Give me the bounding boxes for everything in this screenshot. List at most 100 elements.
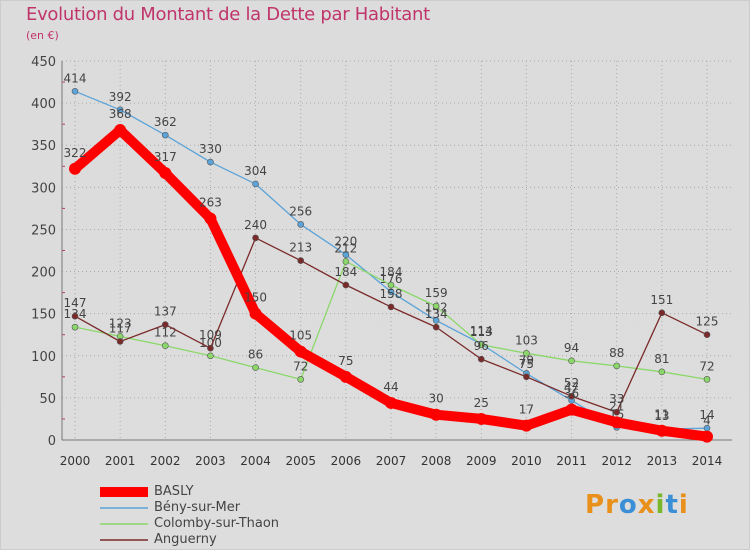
data-point [71, 88, 79, 95]
data-point [339, 370, 352, 383]
x-tick-label: 2004 [240, 454, 271, 468]
data-label: 147 [64, 296, 87, 310]
data-label: 86 [248, 348, 263, 362]
data-point [252, 180, 259, 188]
data-point [342, 281, 350, 289]
data-label: 150 [244, 291, 267, 305]
data-label: 105 [289, 329, 312, 343]
data-point [204, 212, 217, 225]
data-point [523, 349, 530, 357]
legend-label-basly: BASLY [154, 484, 194, 499]
data-point [703, 331, 711, 339]
x-tick-label: 2005 [285, 454, 316, 468]
data-point [658, 309, 666, 317]
data-point [613, 362, 621, 370]
legend-swatch-anguerny [100, 539, 148, 541]
y-tick-label: 300 [31, 181, 56, 196]
data-label: 4 [703, 414, 711, 428]
data-point [297, 221, 305, 228]
legend-item-beny-sur-mer: Bény-sur-Mer [100, 500, 279, 516]
data-point [520, 419, 533, 432]
data-point [655, 424, 668, 437]
data-label: 100 [199, 336, 222, 350]
data-label: 36 [564, 387, 579, 401]
data-label: 30 [429, 392, 444, 406]
data-point [116, 106, 124, 114]
x-tick-label: 2003 [195, 454, 226, 468]
data-label: 52 [564, 376, 579, 390]
y-tick-label: 400 [31, 97, 56, 112]
data-point [249, 307, 262, 320]
data-point [387, 281, 395, 289]
legend-item-basly: BASLY [100, 484, 279, 500]
data-label: 362 [154, 115, 177, 129]
logo-letter: x [637, 490, 656, 520]
data-label: 263 [199, 195, 222, 209]
data-point [294, 345, 307, 358]
y-tick-label: 150 [31, 308, 56, 323]
x-tick-label: 2013 [647, 454, 678, 468]
data-label: 304 [244, 164, 267, 178]
data-label: 47 [564, 380, 579, 394]
data-point [116, 338, 124, 345]
data-label: 123 [109, 316, 132, 330]
logo-letter: o [618, 490, 638, 520]
data-point [207, 352, 214, 360]
data-label: 317 [154, 150, 177, 164]
data-point [432, 317, 440, 324]
data-point [387, 288, 395, 296]
data-label: 137 [154, 305, 177, 319]
data-label: 158 [380, 287, 403, 301]
data-point [207, 344, 214, 352]
data-point [610, 416, 623, 429]
x-tick-label: 2014 [692, 454, 723, 468]
data-label: 17 [519, 403, 534, 417]
y-tick-label: 50 [39, 392, 56, 407]
data-label: 256 [289, 204, 312, 218]
x-tick-label: 2001 [105, 454, 136, 468]
data-label: 109 [199, 328, 222, 342]
data-label: 112 [154, 326, 177, 340]
data-label: 81 [654, 352, 669, 366]
data-label: 94 [564, 341, 579, 355]
x-tick-label: 2010 [511, 454, 542, 468]
data-label: 220 [334, 235, 357, 249]
data-label: 75 [338, 354, 353, 368]
x-tick-label: 2007 [376, 454, 407, 468]
data-point [161, 131, 169, 139]
legend-label-beny-sur-mer: Bény-sur-Mer [154, 500, 241, 515]
data-label: 184 [380, 265, 403, 279]
data-label: 134 [425, 307, 448, 321]
data-point [568, 357, 575, 365]
x-tick-label: 2008 [421, 454, 452, 468]
data-point [114, 124, 127, 137]
data-label: 125 [696, 315, 719, 329]
data-label: 213 [289, 241, 312, 255]
data-label: 117 [109, 321, 132, 335]
x-tick-label: 2011 [556, 454, 587, 468]
data-label: 96 [474, 339, 489, 353]
data-point [568, 392, 575, 400]
y-tick-label: 200 [31, 266, 56, 281]
x-tick-label: 2009 [466, 454, 497, 468]
data-point [297, 376, 305, 383]
data-point [701, 430, 713, 443]
data-point [385, 396, 397, 409]
legend-swatch-colomby-sur-thaon [100, 523, 148, 525]
legend-label-anguerny: Anguerny [154, 532, 217, 547]
data-label: 240 [244, 218, 267, 232]
legend: BASLY Bény-sur-Mer Colomby-sur-Thaon Ang… [100, 484, 279, 548]
data-point [252, 234, 259, 242]
y-unit-label: (en €) [26, 29, 59, 42]
data-point [69, 162, 81, 175]
data-point [159, 167, 172, 180]
data-label: 212 [334, 241, 357, 255]
data-point [342, 258, 350, 265]
data-label: 330 [199, 142, 222, 156]
data-point [565, 403, 578, 416]
data-point [161, 321, 169, 328]
y-tick-label: 0 [48, 434, 56, 449]
y-tick-label: 350 [31, 139, 56, 154]
data-label: 33 [609, 392, 624, 406]
